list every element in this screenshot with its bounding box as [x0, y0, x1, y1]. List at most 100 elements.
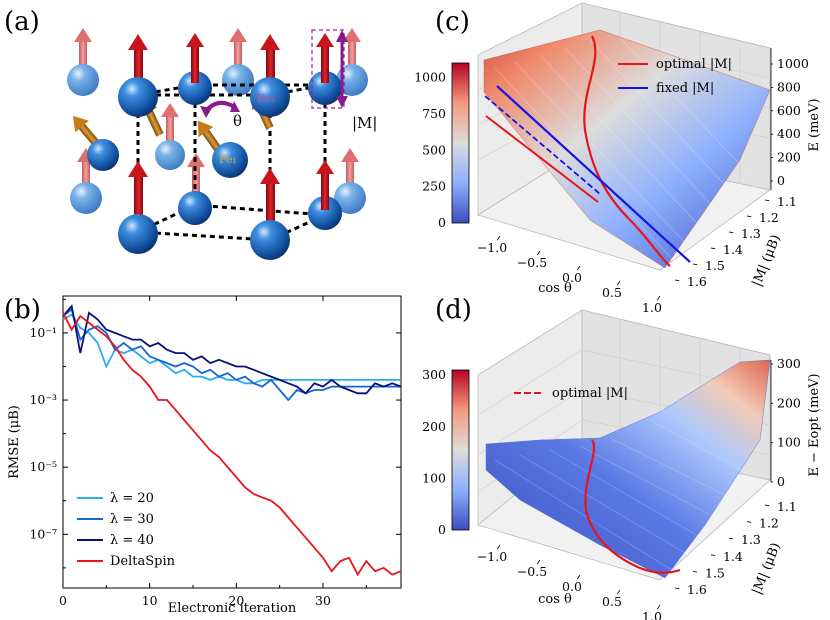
energy-surface [485, 359, 771, 579]
x-axis-ticks: −1.0 −0.5 0.0 0.5 1.0 [477, 235, 662, 315]
y-axis-label: |M| (μB) [750, 541, 784, 597]
x-axis-label: cos θ [538, 281, 572, 296]
axis-ticks: 0 10 20 30 10⁻¹ 10⁻³ 10⁻⁵ 10⁻⁷ [29, 296, 401, 608]
y-axis-label: RMSE (μB) [7, 405, 22, 479]
legend-entry-lambda-40: λ = 40 [110, 533, 154, 548]
series-line-deltaspin [62, 312, 402, 577]
z-tick-label: 0 [777, 173, 785, 188]
x-tick-label: −0.5 [517, 255, 547, 270]
moment-magnitude-indicator [311, 29, 348, 109]
y-axis-ticks: 1.11.21.31.41.51.6 [674, 499, 797, 597]
y-tick-mark [710, 247, 716, 250]
x-axis-ticks: −1.0 −0.5 0.0 0.5 1.0 [477, 544, 662, 620]
x-tick-label: 1.0 [642, 609, 662, 620]
colorbar-tick-label: 100 [422, 470, 446, 485]
legend-entry-lambda-30: λ = 30 [110, 512, 154, 527]
z-tick-label: 300 [777, 356, 801, 371]
z-tick-label: 100 [777, 435, 801, 450]
y-tick-mark [764, 504, 770, 507]
panel-label-a: (a) [4, 7, 40, 37]
panel-label-b: (b) [4, 295, 41, 325]
x-tick-mark [616, 280, 621, 286]
panel-label-d: (d) [435, 295, 472, 325]
x-tick-mark [496, 544, 501, 550]
panel-a-crystal-structure: (a) [4, 7, 377, 260]
x-tick-mark [536, 559, 541, 565]
x-tick-mark [616, 589, 621, 595]
colorbar-ticks: 0 100 200 300 [422, 367, 446, 537]
x-tick-mark [576, 574, 581, 580]
panel-b-rmse-chart: (b) 0 10 20 30 10⁻¹ 10⁻³ 10⁻⁵ 10⁻⁷ Electronic i… [4, 295, 402, 616]
series-line-40 [62, 304, 402, 395]
z-tick-label: 200 [777, 395, 801, 410]
legend: optimal |M| [514, 386, 628, 401]
far-atoms [67, 64, 368, 214]
x-tick-label: 10 [142, 593, 158, 608]
colorbar-tick-label: 250 [422, 179, 446, 194]
y-tick-label: 10⁻¹ [29, 325, 57, 340]
x-tick-label: 0.5 [602, 594, 622, 609]
y-tick-label: 1.3 [741, 226, 761, 241]
colorbar-tick-label: 1000 [414, 70, 446, 85]
x-tick-label: 1.0 [642, 300, 662, 315]
y-tick-label: 1.6 [687, 274, 707, 289]
colorbar-tick-label: 0 [438, 215, 446, 230]
z-axis-ticks: 0 200 400 600 800 1000 [771, 56, 809, 188]
near-atoms [87, 71, 342, 230]
colorbar-ticks: 0 250 500 750 1000 [414, 70, 446, 230]
colorbar [451, 369, 470, 531]
y-tick-label: 1.4 [723, 242, 743, 257]
x-tick-mark [576, 265, 581, 271]
colorbar-tick-label: 0 [438, 522, 446, 537]
series-fixed-projection [484, 95, 601, 195]
legend: λ = 20 λ = 30 λ = 40 DeltaSpin [77, 491, 176, 569]
x-tick-label: −1.0 [477, 240, 507, 255]
y-axis-ticks: 1.11.21.31.41.51.6 [674, 194, 797, 289]
y-axis-label: |M| (μB) [750, 233, 784, 289]
moment-label: |M| [352, 114, 377, 132]
legend-entry-optimal: optimal |M| [552, 386, 628, 401]
z-tick-label: 0 [777, 474, 785, 489]
z-axis-ticks: 0 100 200 300 [771, 356, 801, 489]
x-tick-mark [656, 604, 661, 610]
y-tick-label: 1.2 [759, 516, 779, 531]
rotation-arrow [200, 100, 240, 118]
z-tick-label: 400 [777, 126, 801, 141]
y-tick-label: 1.5 [705, 565, 725, 580]
y-tick-label: 1.4 [723, 549, 743, 564]
y-tick-label: 1.5 [705, 258, 725, 273]
front-atoms [118, 77, 290, 260]
series-lines [62, 304, 402, 577]
z-tick-label: 600 [777, 103, 801, 118]
z-tick-label: 200 [777, 150, 801, 165]
z-tick-label: 800 [777, 79, 801, 94]
y-tick-mark [674, 279, 680, 282]
y-tick-mark [728, 537, 734, 540]
z-tick-label: 1000 [777, 56, 809, 71]
x-tick-mark [496, 235, 501, 241]
y-tick-mark [746, 215, 752, 218]
x-tick-label: 0 [59, 593, 67, 608]
y-tick-label: 10⁻³ [29, 392, 57, 407]
y-tick-mark [710, 554, 716, 556]
x-tick-label: 20 [228, 593, 244, 608]
y-tick-mark [692, 263, 698, 266]
series-line-30 [62, 307, 401, 402]
colorbar-tick-label: 200 [422, 419, 446, 434]
x-tick-label: 0.5 [602, 285, 622, 300]
z-axis-label: E (meV) [807, 98, 822, 151]
x-tick-label: 30 [315, 593, 331, 608]
y-tick-label: 1.1 [777, 194, 797, 209]
y-tick-mark [728, 231, 734, 234]
panel-label-c: (c) [435, 7, 470, 37]
energy-surface [483, 29, 771, 269]
y-tick-mark [746, 521, 752, 523]
x-tick-mark [656, 295, 661, 301]
y-tick-mark [764, 199, 770, 202]
legend-entry-deltaspin: DeltaSpin [110, 554, 176, 569]
z-axis-label: E − Eopt (meV) [807, 373, 822, 476]
series-optimal-projection [485, 115, 599, 203]
series-fixed-curve [496, 85, 691, 263]
